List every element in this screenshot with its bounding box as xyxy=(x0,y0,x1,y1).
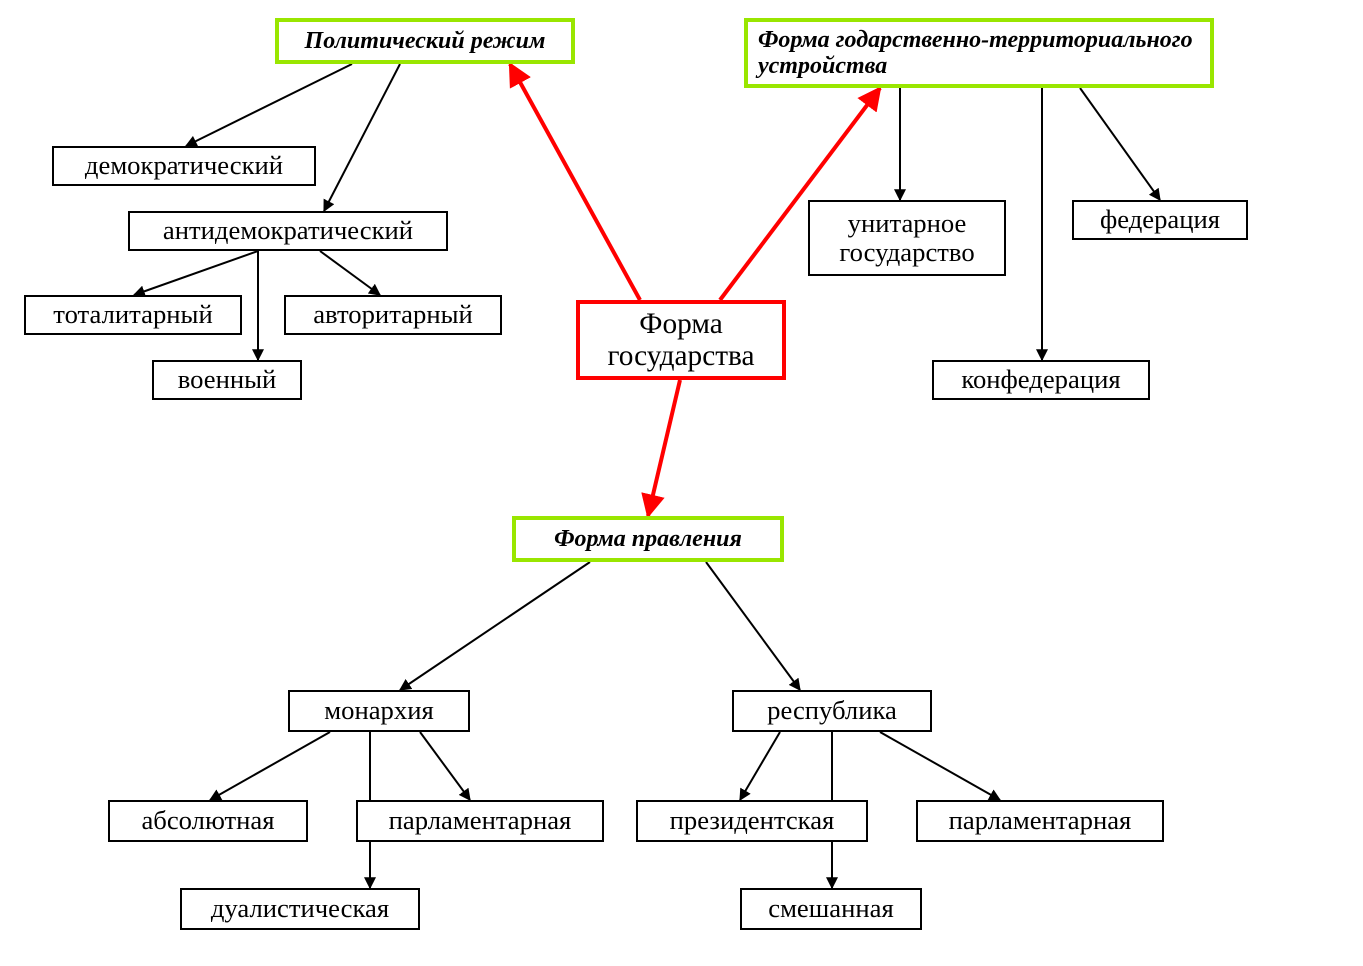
node-antidemocratic: антидемократический xyxy=(128,211,448,251)
node-military: военный xyxy=(152,360,302,400)
node-territorial_structure: Форма годарственно-территориального устр… xyxy=(744,18,1214,88)
edge-13 xyxy=(210,732,330,800)
node-label: президентская xyxy=(670,806,835,835)
node-form_of_government: Форма правления xyxy=(512,516,784,562)
node-unitary_state: унитарное государство xyxy=(808,200,1006,276)
node-label: монархия xyxy=(324,696,433,725)
node-label: демократический xyxy=(85,151,283,180)
node-label: парламентарная xyxy=(389,806,572,835)
edge-10 xyxy=(1080,88,1160,200)
node-label: Форма государства xyxy=(588,308,774,373)
node-democratic: демократический xyxy=(52,146,316,186)
node-label: дуалистическая xyxy=(211,894,389,923)
edge-1 xyxy=(324,64,400,211)
node-label: Форма правления xyxy=(554,526,742,552)
node-federation: федерация xyxy=(1072,200,1248,240)
node-state_form: Форма государства xyxy=(576,300,786,380)
edge-5 xyxy=(510,64,640,300)
node-label: республика xyxy=(767,696,897,725)
node-label: авторитарный xyxy=(313,300,473,329)
edge-2 xyxy=(134,251,258,295)
node-label: Политический режим xyxy=(305,28,546,54)
edge-15 xyxy=(420,732,470,800)
node-absolute: абсолютная xyxy=(108,800,308,842)
node-label: конфедерация xyxy=(961,365,1120,394)
edge-0 xyxy=(186,64,352,146)
edge-4 xyxy=(320,251,380,295)
node-political_regime: Политический режим xyxy=(275,18,575,64)
node-dualistic: дуалистическая xyxy=(180,888,420,930)
node-totalitarian: тоталитарный xyxy=(24,295,242,335)
node-parliamentary_mon: парламентарная xyxy=(356,800,604,842)
node-mixed: смешанная xyxy=(740,888,922,930)
edge-7 xyxy=(648,380,680,516)
node-label: антидемократический xyxy=(163,216,413,245)
node-label: тоталитарный xyxy=(53,300,212,329)
node-label: абсолютная xyxy=(141,806,274,835)
edge-16 xyxy=(740,732,780,800)
node-label: федерация xyxy=(1100,205,1220,234)
node-label: военный xyxy=(178,365,277,394)
node-monarchy: монархия xyxy=(288,690,470,732)
node-authoritarian: авторитарный xyxy=(284,295,502,335)
node-parliamentary_rep: парламентарная xyxy=(916,800,1164,842)
edge-18 xyxy=(880,732,1000,800)
edge-11 xyxy=(400,562,590,690)
node-label: парламентарная xyxy=(949,806,1132,835)
node-label: смешанная xyxy=(768,894,894,923)
node-label: Форма годарственно-территориального устр… xyxy=(758,27,1202,80)
node-label: унитарное государство xyxy=(818,209,996,268)
node-confederation: конфедерация xyxy=(932,360,1150,400)
node-presidential: президентская xyxy=(636,800,868,842)
node-republic: республика xyxy=(732,690,932,732)
edge-12 xyxy=(706,562,800,690)
